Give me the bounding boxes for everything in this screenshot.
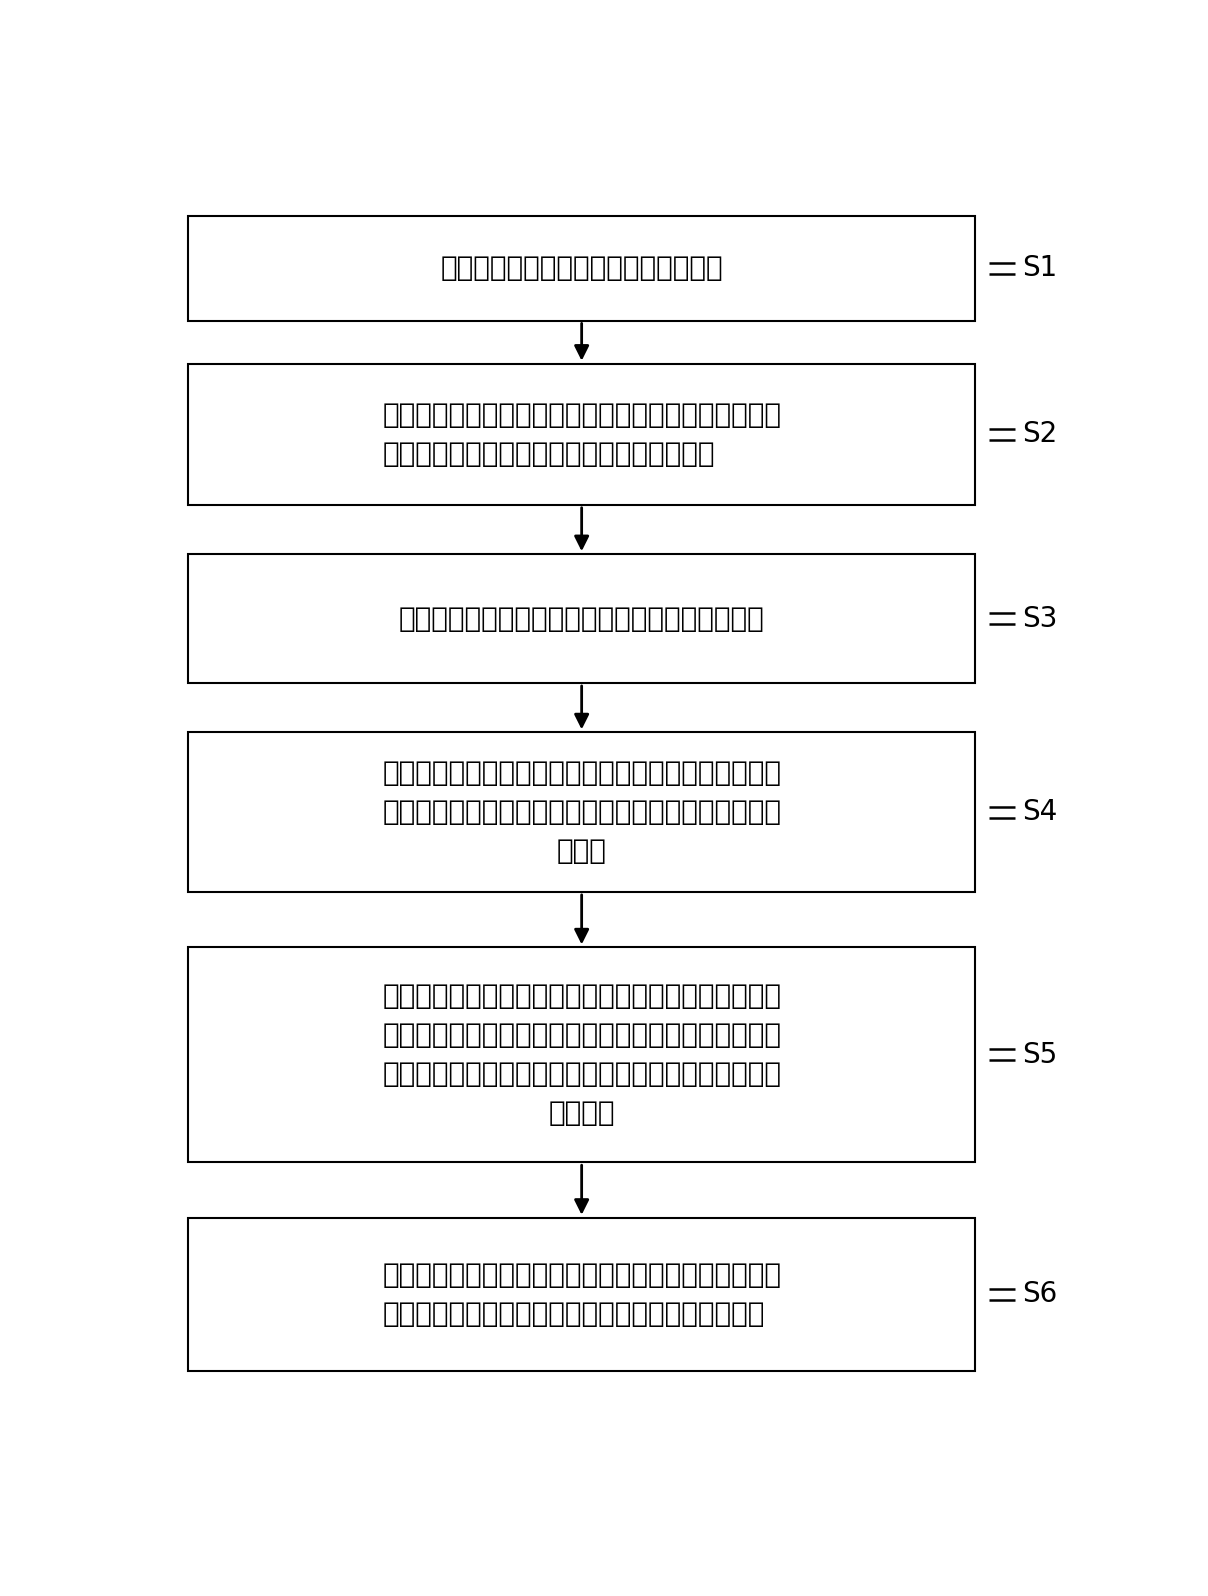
Text: 根据变化关系对所述敏感参数退化模型中的待定常数进
行拟合，得到完整敏感参数退化模型，并将完整敏感参
数退化模型带入到所述等效电路中，得到晶体管的完整
等效电路: 根据变化关系对所述敏感参数退化模型中的待定常数进 行拟合，得到完整敏感参数退化模…	[382, 982, 782, 1127]
Bar	[188, 364, 975, 504]
Bar	[188, 554, 975, 683]
Bar	[188, 948, 975, 1162]
Text: S5: S5	[1023, 1041, 1058, 1069]
Text: 确定用于寿命加速试验的应力的类型和大小，并根据应
力的类型确定等效电路中的敏感参数退化模型: 确定用于寿命加速试验的应力的类型和大小，并根据应 力的类型确定等效电路中的敏感参…	[382, 401, 782, 468]
Bar	[188, 733, 975, 892]
Text: 定时采集晶体管的测试数据，根据测试数据提取等效电
路敏感参数，得到等效电路敏感参数随应力和时间的变
化关系: 定时采集晶体管的测试数据，根据测试数据提取等效电 路敏感参数，得到等效电路敏感参…	[382, 760, 782, 865]
Text: S3: S3	[1023, 605, 1058, 632]
Text: S1: S1	[1023, 254, 1058, 282]
Text: S2: S2	[1023, 420, 1058, 448]
Text: 根据完整敏感参数退化模型对晶体管进行失效机制分析
，并根据完整等效电路对晶体管进行电路可靠性分析: 根据完整敏感参数退化模型对晶体管进行失效机制分析 ，并根据完整等效电路对晶体管进…	[382, 1261, 782, 1328]
Text: S6: S6	[1023, 1280, 1058, 1309]
Text: S4: S4	[1023, 798, 1058, 827]
Bar	[188, 1218, 975, 1371]
Text: 根据晶体管类型确定晶体管的等效电路: 根据晶体管类型确定晶体管的等效电路	[441, 254, 722, 282]
Text: 根据应力的类型和大小对晶体管进行寿命加速测试: 根据应力的类型和大小对晶体管进行寿命加速测试	[399, 605, 765, 632]
Bar	[188, 215, 975, 321]
